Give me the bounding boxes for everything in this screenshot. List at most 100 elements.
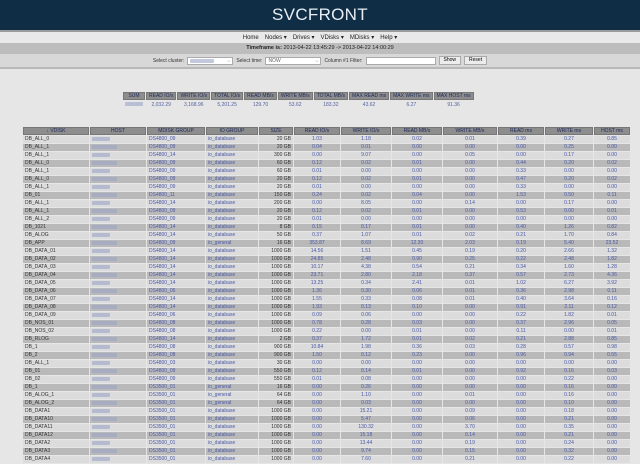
cell-host-ms[interactable]: 23.52: [594, 240, 630, 247]
cell-write-iops[interactable]: 0.28: [341, 320, 391, 327]
cell-write-iops[interactable]: 0.03: [341, 400, 391, 407]
cell-io-group[interactable]: io_database: [206, 424, 258, 431]
cell-mdisk-group[interactable]: DS4800_14: [147, 296, 205, 303]
cell-host-ms[interactable]: 0.00: [594, 168, 630, 175]
cell-read-mbps[interactable]: 0.00: [392, 312, 442, 319]
cell-write-mbps[interactable]: 0.00: [443, 176, 497, 183]
cell-read-mbps[interactable]: 0.03: [392, 320, 442, 327]
column-header-host[interactable]: HOST: [90, 127, 146, 135]
cell-read-mbps[interactable]: 0.36: [392, 344, 442, 351]
cell-read-ms[interactable]: 1.02: [498, 280, 544, 287]
cell-host-ms[interactable]: 0.00: [594, 360, 630, 367]
cell-mdisk-group[interactable]: DS4800_06: [147, 312, 205, 319]
cell-io-group[interactable]: io_database: [206, 432, 258, 439]
cell-read-mbps[interactable]: 0.01: [392, 224, 442, 231]
cell-host[interactable]: [90, 360, 146, 367]
cell-io-group[interactable]: io_database: [206, 200, 258, 207]
cell-write-ms[interactable]: 0.18: [545, 408, 593, 415]
cell-read-ms[interactable]: 0.00: [498, 400, 544, 407]
cell-io-group[interactable]: io_general: [206, 400, 258, 407]
cell-read-iops[interactable]: 0.00: [294, 440, 340, 447]
cell-host-ms[interactable]: 0.00: [594, 408, 630, 415]
cell-write-mbps[interactable]: 0.21: [443, 456, 497, 463]
cell-host[interactable]: [90, 192, 146, 199]
cell-write-iops[interactable]: 0.30: [341, 288, 391, 295]
cell-write-mbps[interactable]: 0.01: [443, 280, 497, 287]
cell-write-mbps[interactable]: 0.01: [443, 296, 497, 303]
cell-host[interactable]: [90, 232, 146, 239]
cell-host-ms[interactable]: 3.92: [594, 280, 630, 287]
cell-mdisk-group[interactable]: DS4800_09: [147, 184, 205, 191]
cell-host-ms[interactable]: 0.00: [594, 416, 630, 423]
cell-mdisk-group[interactable]: DS4800_14: [147, 304, 205, 311]
cell-write-mbps[interactable]: 0.00: [443, 376, 497, 383]
cell-host-ms[interactable]: 0.00: [594, 440, 630, 447]
cell-write-ms[interactable]: 2.48: [545, 256, 593, 263]
cell-read-iops[interactable]: 0.37: [294, 232, 340, 239]
cell-host[interactable]: [90, 376, 146, 383]
cell-host[interactable]: [90, 144, 146, 151]
cell-mdisk-group[interactable]: DS4800_06: [147, 288, 205, 295]
cell-read-iops[interactable]: 0.04: [294, 144, 340, 151]
cell-mdisk-group[interactable]: DS4800_08: [147, 328, 205, 335]
cell-read-iops[interactable]: 0.09: [294, 312, 340, 319]
cell-host-ms[interactable]: 0.00: [594, 200, 630, 207]
cell-io-group[interactable]: io_database: [206, 304, 258, 311]
cell-mdisk-group[interactable]: DS4800_14: [147, 152, 205, 159]
cell-read-iops[interactable]: 0.12: [294, 176, 340, 183]
cell-mdisk-group[interactable]: DS3500_01: [147, 456, 205, 463]
cell-host-ms[interactable]: 0.00: [594, 400, 630, 407]
cell-write-ms[interactable]: 0.22: [545, 376, 593, 383]
cell-read-mbps[interactable]: 0.00: [392, 216, 442, 223]
cell-read-iops[interactable]: 0.00: [294, 456, 340, 463]
cell-read-iops[interactable]: 0.00: [294, 432, 340, 439]
cell-write-mbps[interactable]: 0.00: [443, 400, 497, 407]
cell-write-mbps[interactable]: 0.01: [443, 288, 497, 295]
cell-read-mbps[interactable]: 0.00: [392, 144, 442, 151]
cell-read-mbps[interactable]: 0.01: [392, 328, 442, 335]
cell-host[interactable]: [90, 240, 146, 247]
column-filter-input[interactable]: [365, 56, 436, 65]
cell-read-ms[interactable]: 0.00: [498, 408, 544, 415]
cell-write-iops[interactable]: 1.10: [341, 392, 391, 399]
cell-host-ms[interactable]: 0.02: [594, 176, 630, 183]
cell-io-group[interactable]: io_database: [206, 208, 258, 215]
cell-io-group[interactable]: io_database: [206, 320, 258, 327]
column-header-vdisk[interactable]: ↓ VDISK: [23, 127, 89, 135]
cell-write-iops[interactable]: 0.17: [341, 224, 391, 231]
cell-write-ms[interactable]: 0.21: [545, 416, 593, 423]
cell-io-group[interactable]: io_database: [206, 360, 258, 367]
cell-io-group[interactable]: io_database: [206, 352, 258, 359]
cell-read-iops[interactable]: 24.85: [294, 256, 340, 263]
cell-io-group[interactable]: io_database: [206, 336, 258, 343]
cell-host-ms[interactable]: 0.55: [594, 352, 630, 359]
cell-write-mbps[interactable]: 0.02: [443, 336, 497, 343]
cell-write-iops[interactable]: 0.08: [341, 376, 391, 383]
cell-read-mbps[interactable]: 0.45: [392, 248, 442, 255]
cell-read-ms[interactable]: 0.21: [498, 232, 544, 239]
cell-io-group[interactable]: io_database: [206, 296, 258, 303]
cell-io-group[interactable]: io_database: [206, 144, 258, 151]
cell-write-mbps[interactable]: 0.00: [443, 144, 497, 151]
cell-read-mbps[interactable]: 0.90: [392, 256, 442, 263]
cell-mdisk-group[interactable]: DS4800_08: [147, 344, 205, 351]
cell-host[interactable]: [90, 456, 146, 463]
cell-write-mbps[interactable]: 0.00: [443, 216, 497, 223]
cell-mdisk-group[interactable]: DS4800_09: [147, 368, 205, 375]
cell-write-mbps[interactable]: 0.09: [443, 408, 497, 415]
column-header-size[interactable]: SIZE: [259, 127, 293, 135]
cell-write-ms[interactable]: 0.94: [545, 352, 593, 359]
cell-write-ms[interactable]: 0.50: [545, 192, 593, 199]
cell-mdisk-group[interactable]: DS3500_01: [147, 432, 205, 439]
cell-io-group[interactable]: io_database: [206, 440, 258, 447]
cell-host-ms[interactable]: 0.00: [594, 392, 630, 399]
cell-write-ms[interactable]: 0.22: [545, 456, 593, 463]
cell-mdisk-group[interactable]: DS4800_14: [147, 256, 205, 263]
cell-read-mbps[interactable]: 0.00: [392, 376, 442, 383]
cell-io-group[interactable]: io_database: [206, 328, 258, 335]
cell-host[interactable]: [90, 432, 146, 439]
cell-host-ms[interactable]: 0.00: [594, 424, 630, 431]
cell-host[interactable]: [90, 384, 146, 391]
cell-write-mbps[interactable]: 0.00: [443, 304, 497, 311]
cell-read-ms[interactable]: 0.00: [498, 392, 544, 399]
